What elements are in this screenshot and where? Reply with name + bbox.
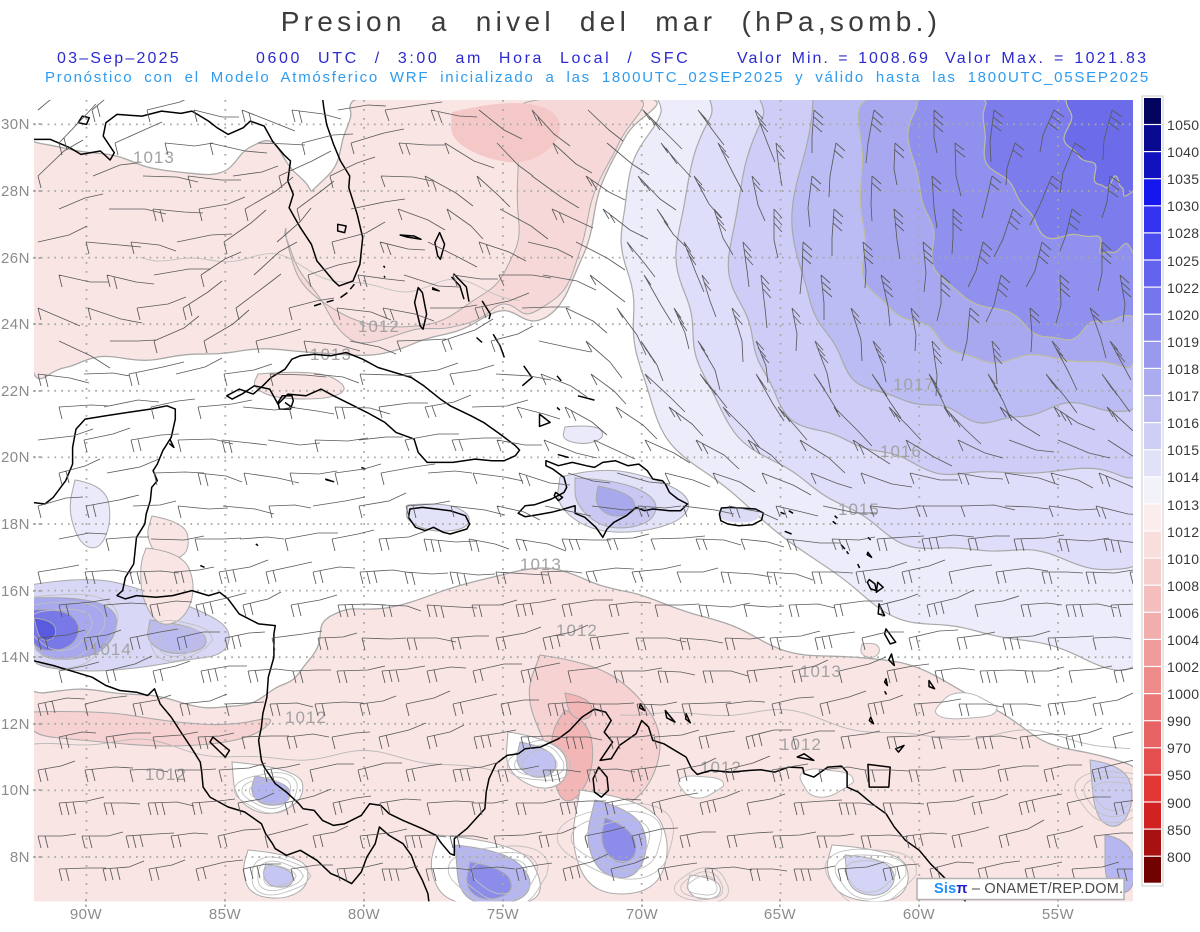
svg-text:1016: 1016 bbox=[880, 442, 922, 461]
svg-text:1013: 1013 bbox=[520, 555, 562, 574]
svg-text:16N: 16N bbox=[1, 583, 30, 600]
svg-text:1012: 1012 bbox=[285, 708, 327, 727]
svg-text:12N: 12N bbox=[1, 716, 30, 733]
svg-text:1018: 1018 bbox=[1167, 361, 1199, 377]
svg-text:1030: 1030 bbox=[1167, 198, 1199, 214]
svg-text:1014: 1014 bbox=[1167, 469, 1199, 485]
svg-text:1008: 1008 bbox=[1167, 578, 1199, 594]
svg-text:1012: 1012 bbox=[358, 317, 400, 336]
svg-text:1035: 1035 bbox=[1167, 171, 1199, 187]
svg-text:1040: 1040 bbox=[1167, 144, 1199, 160]
svg-text:55W: 55W bbox=[1042, 906, 1075, 923]
svg-text:Valor Min. = 1008.69: Valor Min. = 1008.69 bbox=[737, 50, 930, 67]
svg-text:970: 970 bbox=[1167, 740, 1191, 756]
svg-text:1050: 1050 bbox=[1167, 117, 1199, 133]
svg-text:900: 900 bbox=[1167, 795, 1191, 811]
svg-text:1017: 1017 bbox=[1167, 388, 1199, 404]
svg-text:950: 950 bbox=[1167, 767, 1191, 783]
svg-text:14N: 14N bbox=[1, 649, 30, 666]
svg-text:1002: 1002 bbox=[1167, 659, 1199, 675]
svg-text:1010: 1010 bbox=[1167, 551, 1199, 567]
svg-text:22N: 22N bbox=[1, 383, 30, 400]
svg-text:1012: 1012 bbox=[780, 735, 822, 754]
svg-text:80W: 80W bbox=[348, 906, 381, 923]
svg-text:0600 UTC / 3:00 am Hora Local: 0600 UTC / 3:00 am Hora Local / SFC bbox=[256, 50, 690, 67]
svg-text:1020: 1020 bbox=[1167, 307, 1199, 323]
svg-text:1013: 1013 bbox=[800, 662, 842, 681]
svg-text:8N: 8N bbox=[10, 849, 30, 866]
svg-text:1017: 1017 bbox=[893, 375, 935, 394]
svg-text:1006: 1006 bbox=[1167, 605, 1199, 621]
svg-text:800: 800 bbox=[1167, 849, 1191, 865]
svg-text:1012: 1012 bbox=[556, 621, 598, 640]
svg-text:1015: 1015 bbox=[838, 500, 880, 519]
svg-text:990: 990 bbox=[1167, 713, 1191, 729]
svg-text:10N: 10N bbox=[1, 782, 30, 799]
svg-text:1014: 1014 bbox=[90, 640, 132, 659]
svg-text:Pronóstico con el Modelo Atmós: Pronóstico con el Modelo Atmósferico WRF… bbox=[45, 69, 1150, 86]
svg-text:24N: 24N bbox=[1, 316, 30, 333]
svg-text:20N: 20N bbox=[1, 449, 30, 466]
svg-text:75W: 75W bbox=[487, 906, 520, 923]
svg-text:1013: 1013 bbox=[1167, 497, 1199, 513]
svg-text:28N: 28N bbox=[1, 183, 30, 200]
svg-text:26N: 26N bbox=[1, 250, 30, 267]
svg-text:1012: 1012 bbox=[145, 765, 187, 784]
svg-text:18N: 18N bbox=[1, 516, 30, 533]
svg-text:1022: 1022 bbox=[1167, 280, 1199, 296]
svg-text:Sisπ – ONAMET/REP.DOM.: Sisπ – ONAMET/REP.DOM. bbox=[934, 881, 1123, 897]
svg-text:1015: 1015 bbox=[1167, 442, 1199, 458]
svg-text:1019: 1019 bbox=[1167, 334, 1199, 350]
svg-text:1013: 1013 bbox=[133, 148, 175, 167]
svg-text:03–Sep–2025: 03–Sep–2025 bbox=[57, 50, 181, 67]
svg-text:Valor Max. = 1021.83: Valor Max. = 1021.83 bbox=[945, 50, 1148, 67]
svg-text:1013: 1013 bbox=[310, 345, 352, 364]
svg-text:90W: 90W bbox=[70, 906, 103, 923]
svg-text:70W: 70W bbox=[626, 906, 659, 923]
svg-text:Presion a nivel del mar (hPa,s: Presion a nivel del mar (hPa,somb.) bbox=[281, 6, 942, 37]
svg-text:65W: 65W bbox=[764, 906, 797, 923]
svg-text:1028: 1028 bbox=[1167, 225, 1199, 241]
svg-text:850: 850 bbox=[1167, 822, 1191, 838]
svg-text:1000: 1000 bbox=[1167, 686, 1199, 702]
svg-text:30N: 30N bbox=[1, 116, 30, 133]
svg-text:1025: 1025 bbox=[1167, 253, 1199, 269]
svg-text:60W: 60W bbox=[903, 906, 936, 923]
svg-text:1004: 1004 bbox=[1167, 632, 1199, 648]
svg-text:1012: 1012 bbox=[1167, 524, 1199, 540]
svg-text:85W: 85W bbox=[209, 906, 242, 923]
svg-text:1016: 1016 bbox=[1167, 415, 1199, 431]
